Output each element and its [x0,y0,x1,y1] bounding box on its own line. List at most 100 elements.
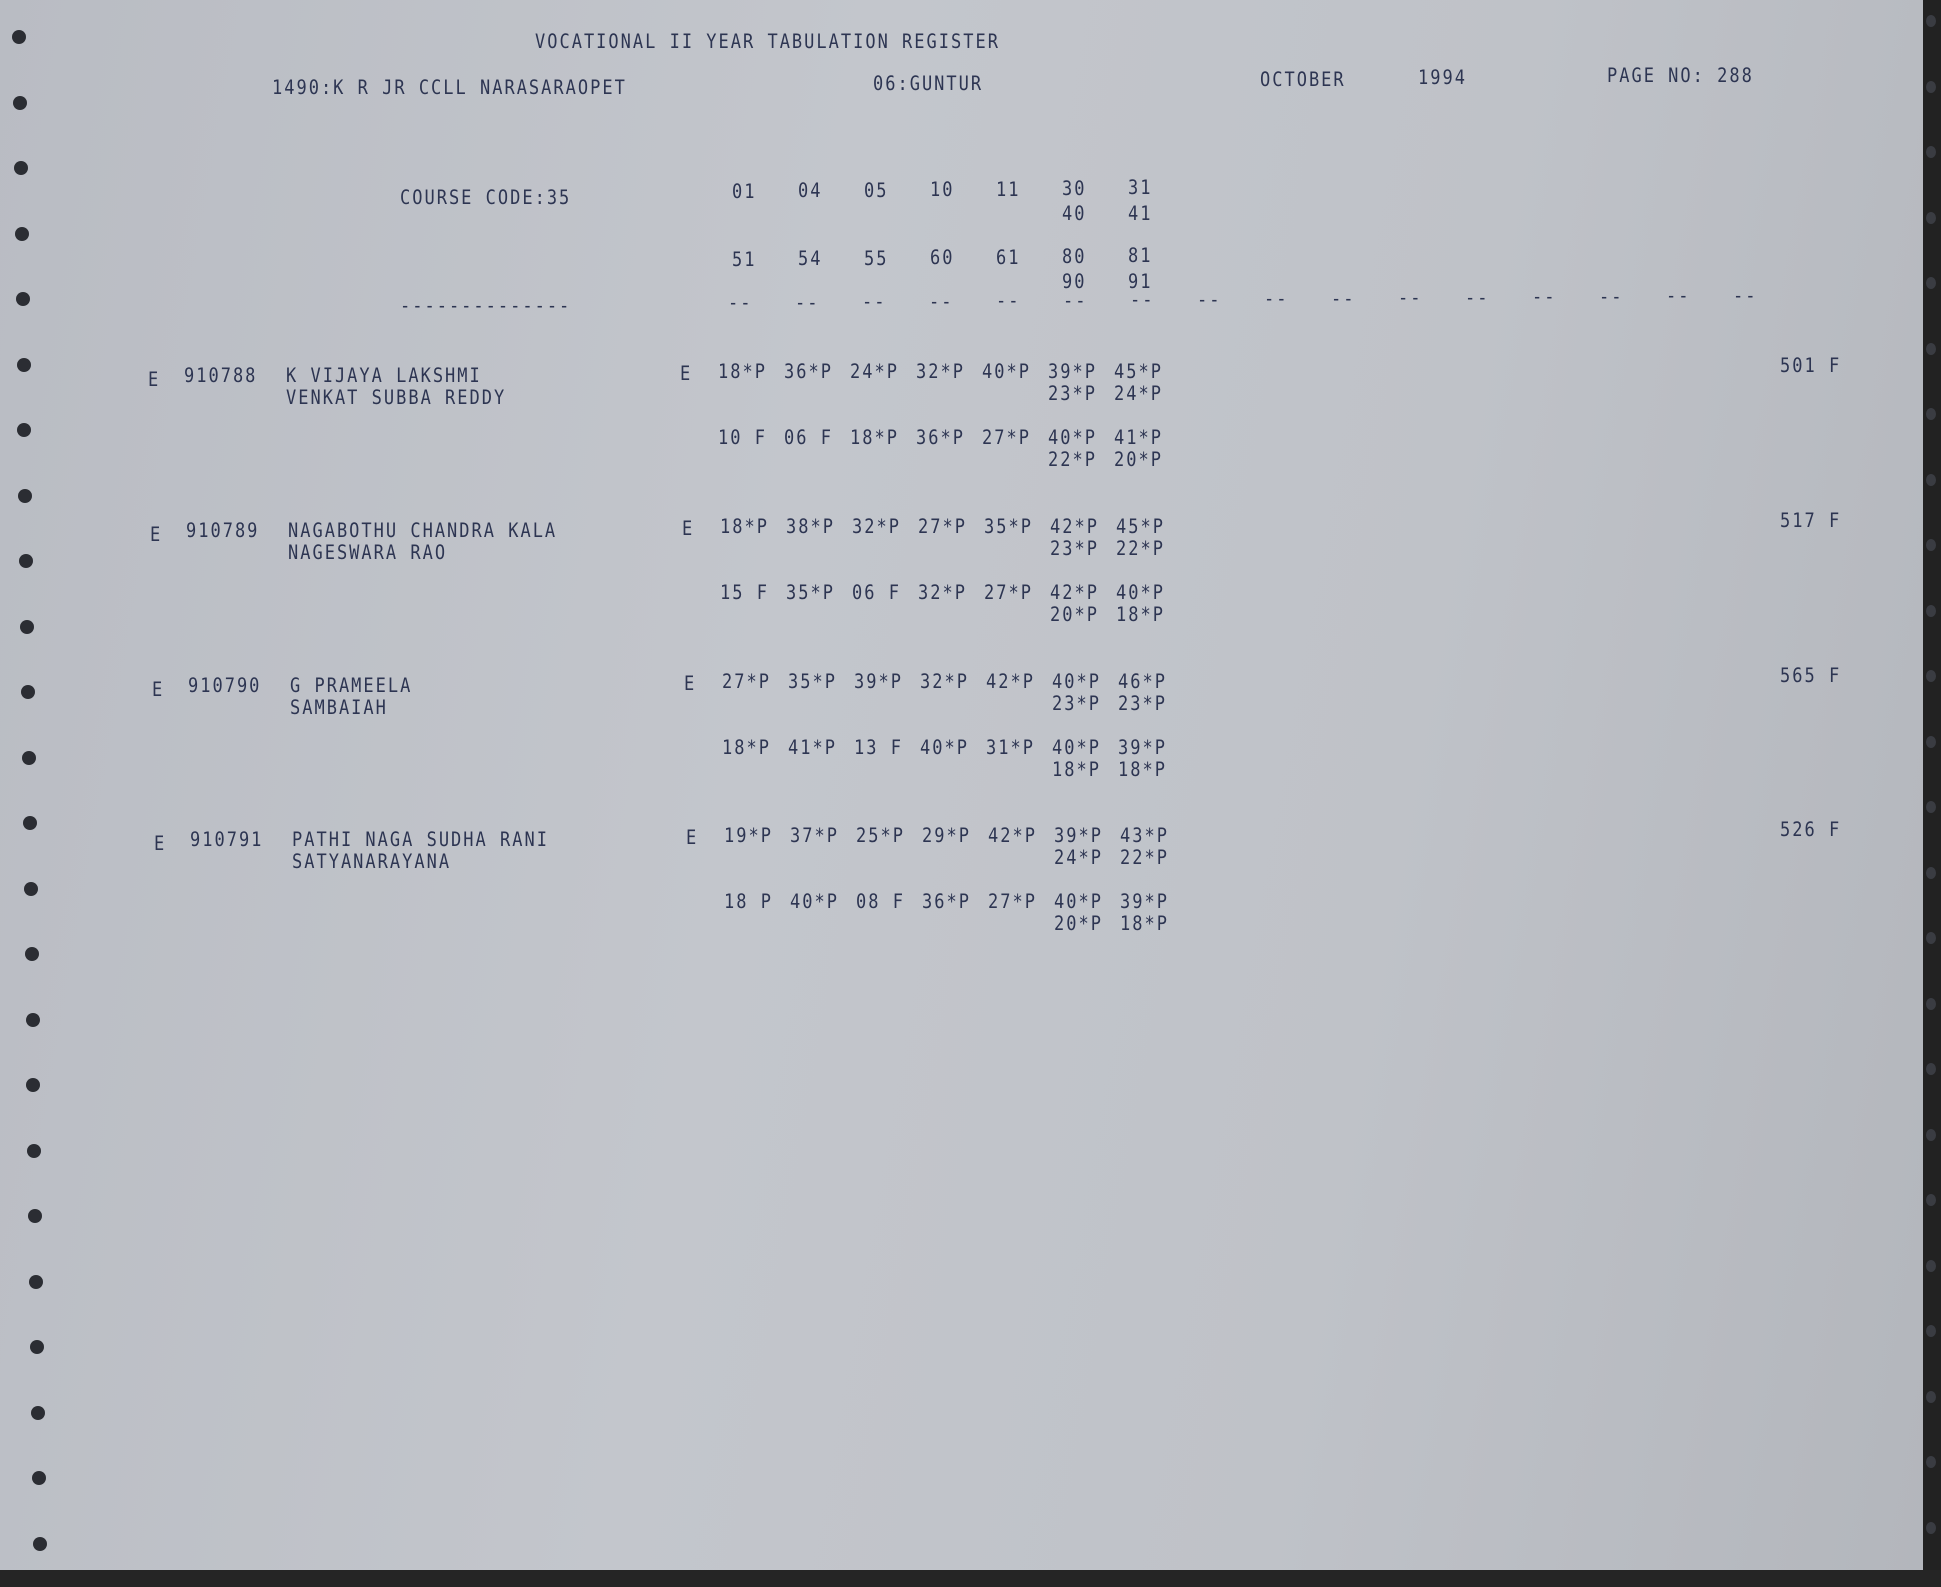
sprocket-hole [27,1143,42,1158]
sprocket-hole [26,1078,41,1092]
mark: 35*P [786,581,835,605]
sprocket-hole [30,1405,45,1420]
total-result: 517 F [1780,509,1842,533]
column-rule: -- [1666,284,1691,308]
mark: 27*P [918,515,967,539]
mark: 40*P [1048,426,1097,450]
sprocket-hole [1926,735,1936,748]
subject-code: 40 [1062,202,1087,226]
subject-code: 04 [798,179,823,203]
column-rule: -- [1733,284,1758,307]
mark: 36*P [922,890,971,914]
medium-code: E [150,523,163,547]
sprocket-hole [1926,801,1936,813]
mark: 40*P [920,736,969,760]
mark: 06 F [852,581,901,605]
mark: 20*P [1114,448,1163,472]
medium-code: E [154,832,167,856]
sprocket-hole [31,1471,46,1485]
mark: 45*P [1114,360,1163,384]
mark: 22*P [1116,537,1165,561]
sprocket-hole [1926,1325,1936,1337]
roll-number: 910790 [188,674,262,698]
column-rule: -- [795,291,820,314]
mark: 24*P [1114,382,1163,406]
sprocket-hole [1926,604,1936,617]
mark: 40*P [790,890,839,914]
total-result: 501 F [1780,354,1842,378]
mark: 40*P [1116,581,1165,605]
medium-code: E [152,678,165,702]
father-name: VENKAT SUBBA REDDY [286,386,507,410]
total-result: 565 F [1780,664,1842,688]
sprocket-hole [14,226,29,241]
student-name: PATHI NAGA SUDHA RANI [292,828,549,852]
bottom-edge [0,1570,1941,1587]
mark: 40*P [1052,670,1101,694]
sprocket-hole [1926,1390,1936,1403]
subject-code: 81 [1128,244,1153,268]
sprocket-hole [1926,1521,1936,1534]
mark: 40*P [982,360,1031,384]
mark: 42*P [1050,581,1099,605]
subject-code: 10 [930,178,955,202]
mark: 39*P [1118,736,1167,760]
mark: 06 F [784,426,833,450]
mark: 29*P [922,824,971,848]
roll-number: 910791 [190,828,264,852]
mark: 32*P [920,670,969,694]
subject-code: 90 [1062,270,1087,294]
subject-code: 60 [930,246,955,270]
mark: 31*P [986,736,1035,760]
mark: 45*P [1116,515,1165,539]
sprocket-hole [1926,211,1936,224]
mark: 13 F [854,736,903,760]
roll-number: 910788 [184,364,258,388]
column-rule: -- [1264,287,1289,311]
mark: 27*P [988,890,1037,914]
subject-code: 61 [996,246,1021,270]
medium-code: E [686,826,699,850]
sprocket-hole [23,881,38,896]
mark: 42*P [986,670,1035,694]
mark: 20*P [1054,912,1103,936]
mark: 18*P [722,736,771,760]
mark: 32*P [918,581,967,605]
mark: 40*P [1054,890,1103,914]
mark: 41*P [788,736,837,760]
subject-code: 11 [996,178,1021,202]
mark: 24*P [1054,846,1103,870]
mark: 23*P [1052,692,1101,716]
subject-code: 31 [1128,176,1153,200]
sprocket-hole [28,1209,43,1223]
mark: 39*P [1048,360,1097,384]
mark: 23*P [1118,692,1167,716]
mark: 37*P [790,824,839,848]
mark: 18*P [720,515,769,539]
mark: 15 F [720,581,769,605]
mark: 41*P [1114,426,1163,450]
mark: 25*P [856,824,905,848]
sprocket-hole [1926,277,1936,289]
mark: 20*P [1050,603,1099,627]
mark: 18*P [1118,758,1167,782]
subject-code: 41 [1128,202,1153,226]
sprocket-hole [1926,473,1936,486]
district: 06:GUNTUR [873,72,984,96]
mark: 18*P [850,426,899,450]
sprocket-hole [17,423,32,437]
sprocket-hole [1926,1063,1936,1075]
college-name: 1490:K R JR CCLL NARASARAOPET [272,76,627,100]
sprocket-hole [1926,997,1936,1010]
father-name: SAMBAIAH [290,696,388,720]
sprocket-hole [1926,1194,1936,1206]
sprocket-hole [29,1274,44,1289]
subject-code: 51 [732,248,757,272]
column-rule: -- [1063,289,1088,312]
course-code: COURSE CODE:35 [400,186,572,210]
sprocket-hole [13,161,28,175]
subject-code: 01 [732,180,757,204]
mark: 18*P [718,360,767,384]
page-number: PAGE NO: 288 [1607,64,1754,88]
subject-code: 05 [864,179,889,203]
